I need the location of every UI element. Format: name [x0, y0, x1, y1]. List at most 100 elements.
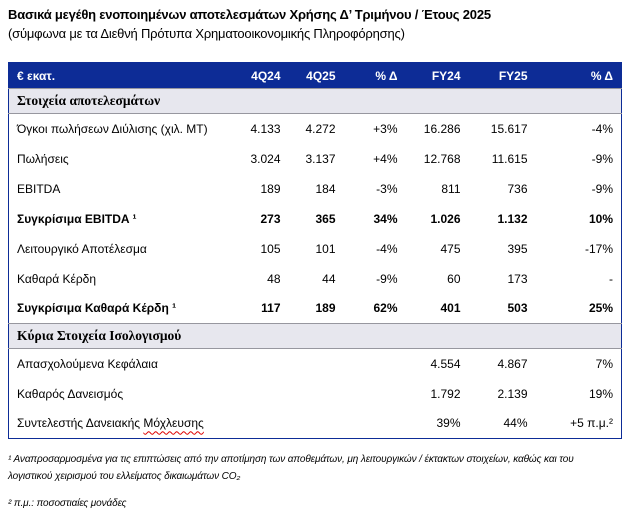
footnotes: ¹ Αναπροσαρμοσμένα για τις επιπτώσεις απ…: [8, 452, 619, 513]
table-row-net-debt: Καθαρός Δανεισμός 1.792 2.139 19%: [9, 379, 622, 409]
cell-fy24: 60: [447, 271, 461, 286]
cell-delta-q: 62%: [373, 301, 398, 316]
cell-fy25: 1.132: [497, 211, 528, 226]
cell-fy24: 1.792: [430, 386, 461, 401]
cell-delta-q: -4%: [376, 241, 398, 256]
cell-4q24: 4.133: [250, 121, 281, 136]
cell-delta-fy: -9%: [591, 151, 613, 166]
cell-fy24: 811: [441, 181, 461, 196]
cell-fy25: 736: [507, 181, 528, 196]
spellcheck-word: Μόχλευσης: [143, 416, 204, 431]
cell-4q25: [289, 409, 344, 439]
cell-fy24: 12.768: [423, 151, 461, 166]
cell-delta-q: +3%: [373, 121, 398, 136]
cell-delta-q: -9%: [376, 271, 398, 286]
cell-delta-q: [344, 379, 406, 409]
row-label: Συγκρίσιμα Καθαρά Κέρδη ¹: [17, 301, 177, 316]
table-row-operating-result: Λειτουργικό Αποτέλεσμα 105 101 -4% 475 3…: [9, 234, 622, 264]
header-fy25: FY25: [468, 62, 536, 89]
cell-4q24: [235, 409, 289, 439]
section-title: Στοιχεία αποτελεσμάτων: [8, 88, 622, 114]
header-delta-q: % Δ: [343, 62, 406, 89]
section-results: Στοιχεία αποτελεσμάτων: [8, 88, 622, 114]
cell-delta-fy: -4%: [591, 121, 613, 136]
header-row: € εκατ. 4Q24 4Q25 % Δ FY24 FY25 % Δ: [8, 62, 622, 89]
cell-delta-fy: 19%: [588, 386, 613, 401]
cell-4q24: 3.024: [250, 151, 281, 166]
cell-4q25: 184: [315, 181, 336, 196]
cell-delta-fy: -: [609, 271, 613, 286]
table-row-sales: Πωλήσεις 3.024 3.137 +4% 12.768 11.615 -…: [9, 144, 622, 174]
table-row-adjusted-ebitda: Συγκρίσιμα EBITDA ¹ 273 365 34% 1.026 1.…: [9, 204, 622, 234]
row-label: Απασχολούμενα Κεφάλαια: [17, 356, 158, 371]
row-label: Συγκρίσιμα EBITDA ¹: [17, 211, 137, 226]
cell-fy25: 503: [507, 301, 528, 316]
header-4q25: 4Q25: [288, 62, 344, 89]
cell-fy24: 39%: [436, 416, 461, 431]
cell-fy25: 44%: [503, 416, 528, 431]
cell-4q25: 44: [322, 271, 336, 286]
section-title: Κύρια Στοιχεία Ισολογισμού: [8, 323, 622, 349]
cell-4q25: 3.137: [305, 151, 336, 166]
cell-fy24: 401: [440, 301, 461, 316]
cell-4q25: 365: [315, 211, 336, 226]
row-label: Πωλήσεις: [17, 151, 69, 166]
cell-4q25: 189: [315, 301, 336, 316]
table-row-capital-employed: Απασχολούμενα Κεφάλαια 4.554 4.867 7%: [9, 349, 622, 379]
cell-fy25: 15.617: [490, 121, 528, 136]
footnote-2: ² π.μ.: ποσοστιαίες μονάδες: [8, 498, 127, 509]
cell-fy24: 16.286: [423, 121, 461, 136]
cell-fy25: 173: [507, 271, 528, 286]
table-header: € εκατ. 4Q24 4Q25 % Δ FY24 FY25 % Δ: [8, 62, 622, 89]
row-label: Καθαρός Δανεισμός: [17, 386, 124, 401]
row-label: Λειτουργικό Αποτέλεσμα: [17, 241, 147, 256]
header-delta-fy: % Δ: [535, 62, 622, 89]
table-row-net-profit: Καθαρά Κέρδη 48 44 -9% 60 173 -: [9, 264, 622, 294]
cell-delta-q: -3%: [376, 181, 398, 196]
cell-4q25: 4.272: [305, 121, 336, 136]
cell-delta-fy: -9%: [591, 181, 613, 196]
cell-4q25: [289, 379, 344, 409]
row-label-text: Συντελεστής Δανειακής: [17, 416, 144, 431]
row-label: EBITDA: [17, 181, 61, 196]
page-subtitle: (σύμφωνα με τα Διεθνή Πρότυπα Χρηματοοικ…: [8, 26, 405, 41]
cell-delta-fy: 7%: [595, 356, 613, 371]
cell-fy25: 11.615: [491, 151, 528, 166]
header-unit: € εκατ.: [8, 62, 235, 89]
row-label: Καθαρά Κέρδη: [17, 271, 97, 286]
page: Βασικά μεγέθη ενοποιημένων αποτελεσμάτων…: [8, 7, 622, 513]
cell-4q25: 101: [315, 241, 336, 256]
header-fy24: FY24: [405, 62, 469, 89]
cell-4q24: [235, 349, 289, 379]
row-label: Όγκοι πωλήσεων Διύλισης (χιλ. ΜΤ): [17, 121, 208, 136]
cell-4q24: [235, 379, 289, 409]
cell-4q25: [289, 349, 344, 379]
cell-fy25: 395: [507, 241, 528, 256]
row-label: Συντελεστής Δανειακής Μόχλευσης: [9, 409, 235, 439]
cell-delta-fy: -17%: [584, 241, 613, 256]
table-row-refining-sales-volumes: Όγκοι πωλήσεων Διύλισης (χιλ. ΜΤ) 4.133 …: [9, 114, 622, 144]
cell-4q24: 105: [260, 241, 281, 256]
cell-fy25: 2.139: [497, 386, 528, 401]
cell-4q24: 189: [260, 181, 281, 196]
cell-delta-fy: 10%: [588, 211, 613, 226]
table-row-ebitda: EBITDA 189 184 -3% 811 736 -9%: [9, 174, 622, 204]
cell-delta-q: [344, 349, 406, 379]
page-title: Βασικά μεγέθη ενοποιημένων αποτελεσμάτων…: [8, 7, 491, 22]
cell-fy24: 1.026: [430, 211, 461, 226]
results-table: € εκατ. 4Q24 4Q25 % Δ FY24 FY25 % Δ Στοι…: [8, 62, 622, 439]
cell-4q24: 273: [260, 211, 281, 226]
cell-4q24: 48: [267, 271, 281, 286]
cell-delta-q: [344, 409, 406, 439]
cell-delta-fy: 25%: [588, 301, 613, 316]
cell-delta-q: +4%: [373, 151, 398, 166]
table-row-adjusted-net-profit: Συγκρίσιμα Καθαρά Κέρδη ¹ 117 189 62% 40…: [9, 294, 622, 324]
cell-4q24: 117: [261, 301, 281, 316]
cell-delta-fy: +5 π.μ.²: [570, 416, 613, 431]
section-balance-sheet: Κύρια Στοιχεία Ισολογισμού: [8, 323, 622, 349]
header-4q24: 4Q24: [234, 62, 289, 89]
cell-fy24: 475: [440, 241, 461, 256]
footnote-1: ¹ Αναπροσαρμοσμένα για τις επιπτώσεις απ…: [8, 454, 574, 482]
cell-fy25: 4.867: [497, 356, 528, 371]
cell-fy24: 4.554: [430, 356, 461, 371]
